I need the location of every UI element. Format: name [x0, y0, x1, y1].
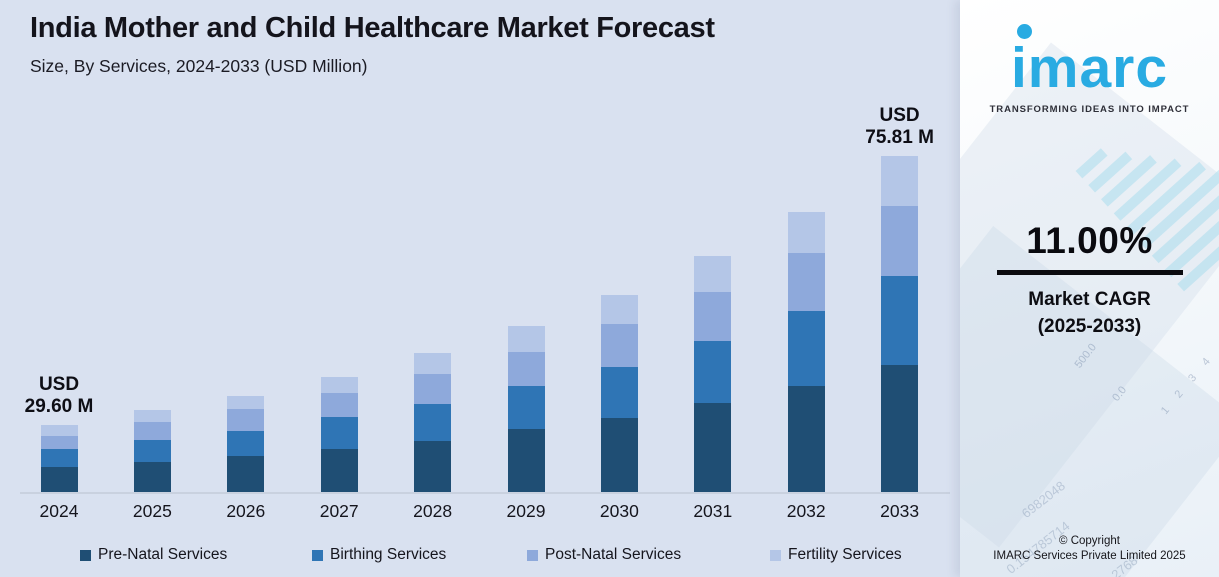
- copyright-line2: IMARC Services Private Limited 2025: [993, 550, 1186, 563]
- stacked-bar-2027: [320, 377, 358, 492]
- bar-segment: [507, 429, 545, 492]
- bar-segment: [507, 326, 545, 352]
- bar-segment: [787, 212, 825, 253]
- bar-segment: [414, 374, 452, 404]
- x-tick-label: 2027: [319, 501, 359, 521]
- x-tick-label: 2028: [413, 501, 453, 521]
- bar-segment: [694, 292, 732, 341]
- legend-swatch-icon: [527, 549, 538, 561]
- bar-segment: [694, 341, 732, 403]
- imarc-logo-text: imarc: [1010, 36, 1169, 100]
- bar-segment: [881, 206, 919, 276]
- stacked-bar-2033: [881, 156, 919, 492]
- stacked-bar-2028: [414, 353, 452, 492]
- x-tick-label: 2025: [132, 501, 172, 521]
- bar-segment: [40, 467, 78, 492]
- bar-segment: [320, 417, 358, 449]
- bar-segment: [320, 393, 358, 417]
- legend-swatch-icon: [312, 549, 323, 561]
- bar-segment: [600, 324, 638, 367]
- bar-segment: [133, 422, 171, 440]
- brand-panel: 500.0 0.0 1 2 3 4 6982048 0.154785714 27…: [960, 0, 1219, 577]
- legend-label: Fertility Services: [788, 546, 902, 563]
- x-tick-label: 2026: [226, 501, 266, 521]
- cagr-value: 11.00%: [1026, 220, 1153, 261]
- cagr-block: 11.00% Market CAGR (2025-2033): [960, 220, 1219, 340]
- stacked-bar-2031: [694, 256, 732, 492]
- bar-segment: [227, 456, 265, 492]
- legend-label: Pre-Natal Services: [98, 546, 228, 563]
- plot-area: USD 29.60 M USD 75.81 M: [20, 105, 950, 494]
- bar-segment: [787, 253, 825, 311]
- cagr-underline: [996, 270, 1183, 275]
- legend-item: Post-Natal Services: [527, 546, 681, 564]
- x-axis-line: [20, 492, 950, 494]
- x-tick-label: 2033: [880, 501, 920, 521]
- bar-segment: [881, 156, 919, 206]
- legend-item: Birthing Services: [312, 546, 446, 564]
- stacked-bar-2026: [227, 396, 265, 492]
- bar-segment: [227, 409, 265, 431]
- bar-segment: [133, 462, 171, 492]
- bar-segment: [133, 410, 171, 422]
- cagr-range: (2025-2033): [1037, 315, 1142, 337]
- page-title: India Mother and Child Healthcare Market…: [30, 12, 715, 44]
- bar-segment: [227, 431, 265, 456]
- bar-segment: [787, 386, 825, 492]
- chart-subtitle: Size, By Services, 2024-2033 (USD Millio…: [30, 56, 368, 76]
- imarc-logo-dot-icon: [1016, 24, 1032, 39]
- legend-item: Pre-Natal Services: [80, 546, 227, 564]
- bar-segment: [227, 396, 265, 409]
- bar-segment: [414, 353, 452, 374]
- bar-segment: [600, 367, 638, 418]
- bar-segment: [507, 352, 545, 386]
- bar-segment: [40, 436, 78, 449]
- bar-segment: [133, 440, 171, 462]
- x-tick-label: 2024: [39, 501, 79, 521]
- bar-segment: [694, 256, 732, 292]
- legend-swatch-icon: [80, 549, 91, 561]
- imarc-logo: imarc TRANSFORMING IDEAS INTO IMPACT: [960, 24, 1219, 115]
- legend-swatch-icon: [770, 549, 781, 561]
- legend-label: Post-Natal Services: [545, 546, 682, 563]
- x-tick-label: 2030: [599, 501, 639, 521]
- bar-segment: [881, 276, 919, 365]
- stacked-bar-2032: [787, 212, 825, 492]
- bar-segment: [40, 449, 78, 467]
- x-tick-label: 2032: [786, 501, 826, 521]
- imarc-tagline: TRANSFORMING IDEAS INTO IMPACT: [989, 104, 1190, 115]
- data-label-2033: USD 75.81 M: [865, 105, 934, 148]
- stacked-bar-2030: [600, 295, 638, 492]
- legend-label: Birthing Services: [330, 546, 447, 563]
- stacked-bar-2029: [507, 326, 545, 492]
- bar-segment: [600, 295, 638, 324]
- data-label-2024: USD 29.60 M: [24, 374, 94, 417]
- bar-segment: [694, 403, 732, 492]
- bar-segment: [414, 404, 452, 441]
- chart-panel: India Mother and Child Healthcare Market…: [20, 12, 950, 564]
- bar-segment: [40, 425, 78, 436]
- bar-segment: [414, 441, 452, 492]
- cagr-label: Market CAGR: [1028, 289, 1151, 310]
- bar-segment: [507, 386, 545, 429]
- bar-segment: [881, 365, 919, 492]
- stacked-bar-2024: [40, 425, 78, 492]
- copyright-line1: © Copyright: [1059, 534, 1120, 547]
- bar-segment: [787, 311, 825, 386]
- bar-segment: [600, 418, 638, 492]
- x-tick-label: 2031: [693, 501, 733, 521]
- stacked-bar-2025: [133, 410, 171, 492]
- x-tick-label: 2029: [506, 501, 546, 521]
- legend-item: Fertility Services: [770, 546, 902, 564]
- bar-segment: [320, 449, 358, 492]
- bar-segment: [320, 377, 358, 393]
- copyright: © Copyright IMARC Services Private Limit…: [960, 534, 1219, 565]
